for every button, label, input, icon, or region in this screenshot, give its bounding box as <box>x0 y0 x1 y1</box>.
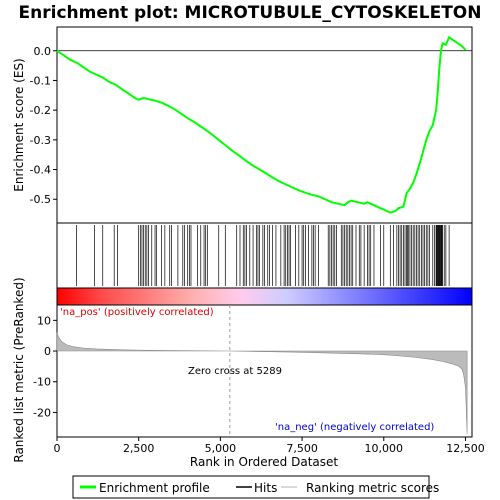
hit-lines <box>76 225 450 286</box>
x-axis-title: Rank in Ordered Dataset <box>190 455 338 469</box>
x-axis: 0 2,500 5,000 7,500 10,000 12,500 <box>54 437 485 455</box>
es-tick-label: -0.5 <box>30 193 51 206</box>
enrichment-profile-line <box>56 35 467 214</box>
legend-enrichment-label: Enrichment profile <box>99 481 210 495</box>
x-tick-label: 7,500 <box>286 442 318 455</box>
chart-title: Enrichment plot: MICROTUBULE_CYTOSKELETO… <box>19 3 482 23</box>
legend-hits-label: Hits <box>254 481 277 495</box>
es-tick-label: -0.1 <box>30 74 51 87</box>
es-tick-label: -0.4 <box>30 164 51 177</box>
es-tick-label: 0.0 <box>34 45 52 58</box>
x-tick-label: 5,000 <box>205 442 237 455</box>
metric-panel: 10 0 -10 -20 'na_pos' (positively correlate… <box>33 304 473 438</box>
es-axis-title: Enrichment score (ES) <box>12 58 26 191</box>
legend: Enrichment profile Hits Ranking metric s… <box>72 475 439 499</box>
metric-tick-label: -20 <box>33 406 51 419</box>
es-panel: 0.0 -0.1 -0.2 -0.3 -0.4 -0.5 <box>30 26 473 224</box>
x-tick-label: 0 <box>54 442 61 455</box>
legend-metric-label: Ranking metric scores <box>306 481 439 495</box>
metric-axis: 10 0 -10 -20 <box>33 314 57 419</box>
metric-tick-label: -10 <box>33 376 51 389</box>
hits-panel <box>56 222 473 289</box>
metric-axis-title: Ranked list metric (PreRanked) <box>12 277 26 462</box>
ranking-heat-bar <box>56 287 473 306</box>
positive-correlation-label: 'na_pos' (positively correlated) <box>60 307 214 318</box>
ranking-metric-area <box>56 332 468 434</box>
es-tick-label: -0.3 <box>30 134 51 147</box>
es-panel-frame <box>56 26 473 224</box>
zero-cross-label: Zero cross at 5289 <box>188 366 282 377</box>
metric-panel-frame <box>56 304 473 438</box>
metric-tick-label: 10 <box>37 314 51 327</box>
x-tick-label: 2,500 <box>123 442 155 455</box>
es-tick-label: -0.2 <box>30 104 51 117</box>
x-tick-label: 12,500 <box>446 442 485 455</box>
metric-tick-label: 0 <box>44 345 51 358</box>
x-tick-label: 10,000 <box>365 442 404 455</box>
es-axis: 0.0 -0.1 -0.2 -0.3 -0.4 -0.5 <box>30 45 57 206</box>
negative-correlation-label: 'na_neg' (negatively correlated) <box>275 422 434 433</box>
